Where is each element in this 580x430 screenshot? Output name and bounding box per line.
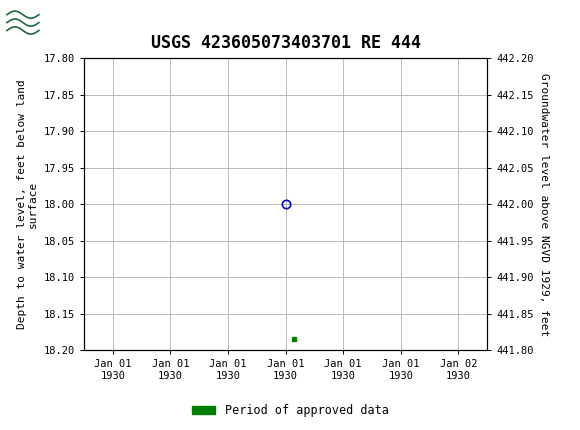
Legend: Period of approved data: Period of approved data [187,399,393,422]
Y-axis label: Depth to water level, feet below land
surface: Depth to water level, feet below land su… [17,80,38,329]
Y-axis label: Groundwater level above NGVD 1929, feet: Groundwater level above NGVD 1929, feet [539,73,549,336]
Title: USGS 423605073403701 RE 444: USGS 423605073403701 RE 444 [151,34,420,52]
Text: USGS: USGS [48,13,107,32]
Bar [7,7,39,38]
